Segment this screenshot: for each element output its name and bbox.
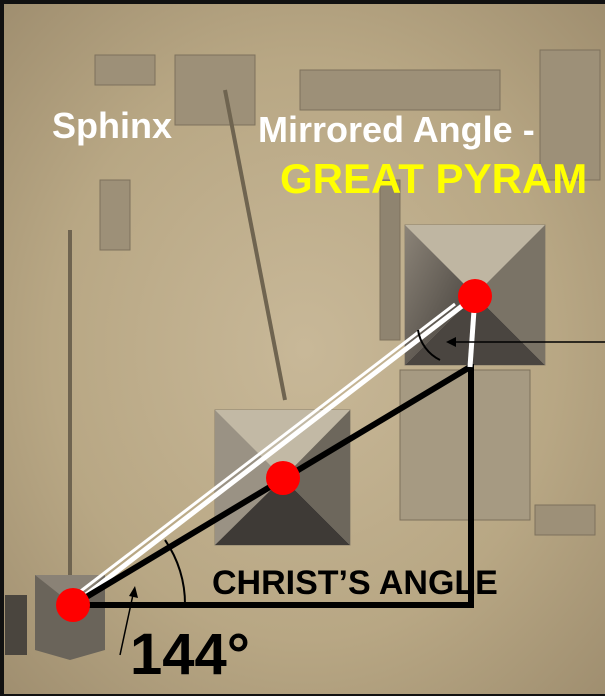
sphinx-label: Sphinx [52, 105, 172, 146]
annotated-map: Sphinx Mirrored Angle - GREAT PYRAM CHRI… [0, 0, 605, 696]
subtitle: Mirrored Angle - [258, 109, 535, 150]
angle-name: CHRIST’S ANGLE [212, 564, 498, 602]
title: GREAT PYRAM [280, 155, 587, 202]
angle-value: 144° [130, 622, 250, 687]
